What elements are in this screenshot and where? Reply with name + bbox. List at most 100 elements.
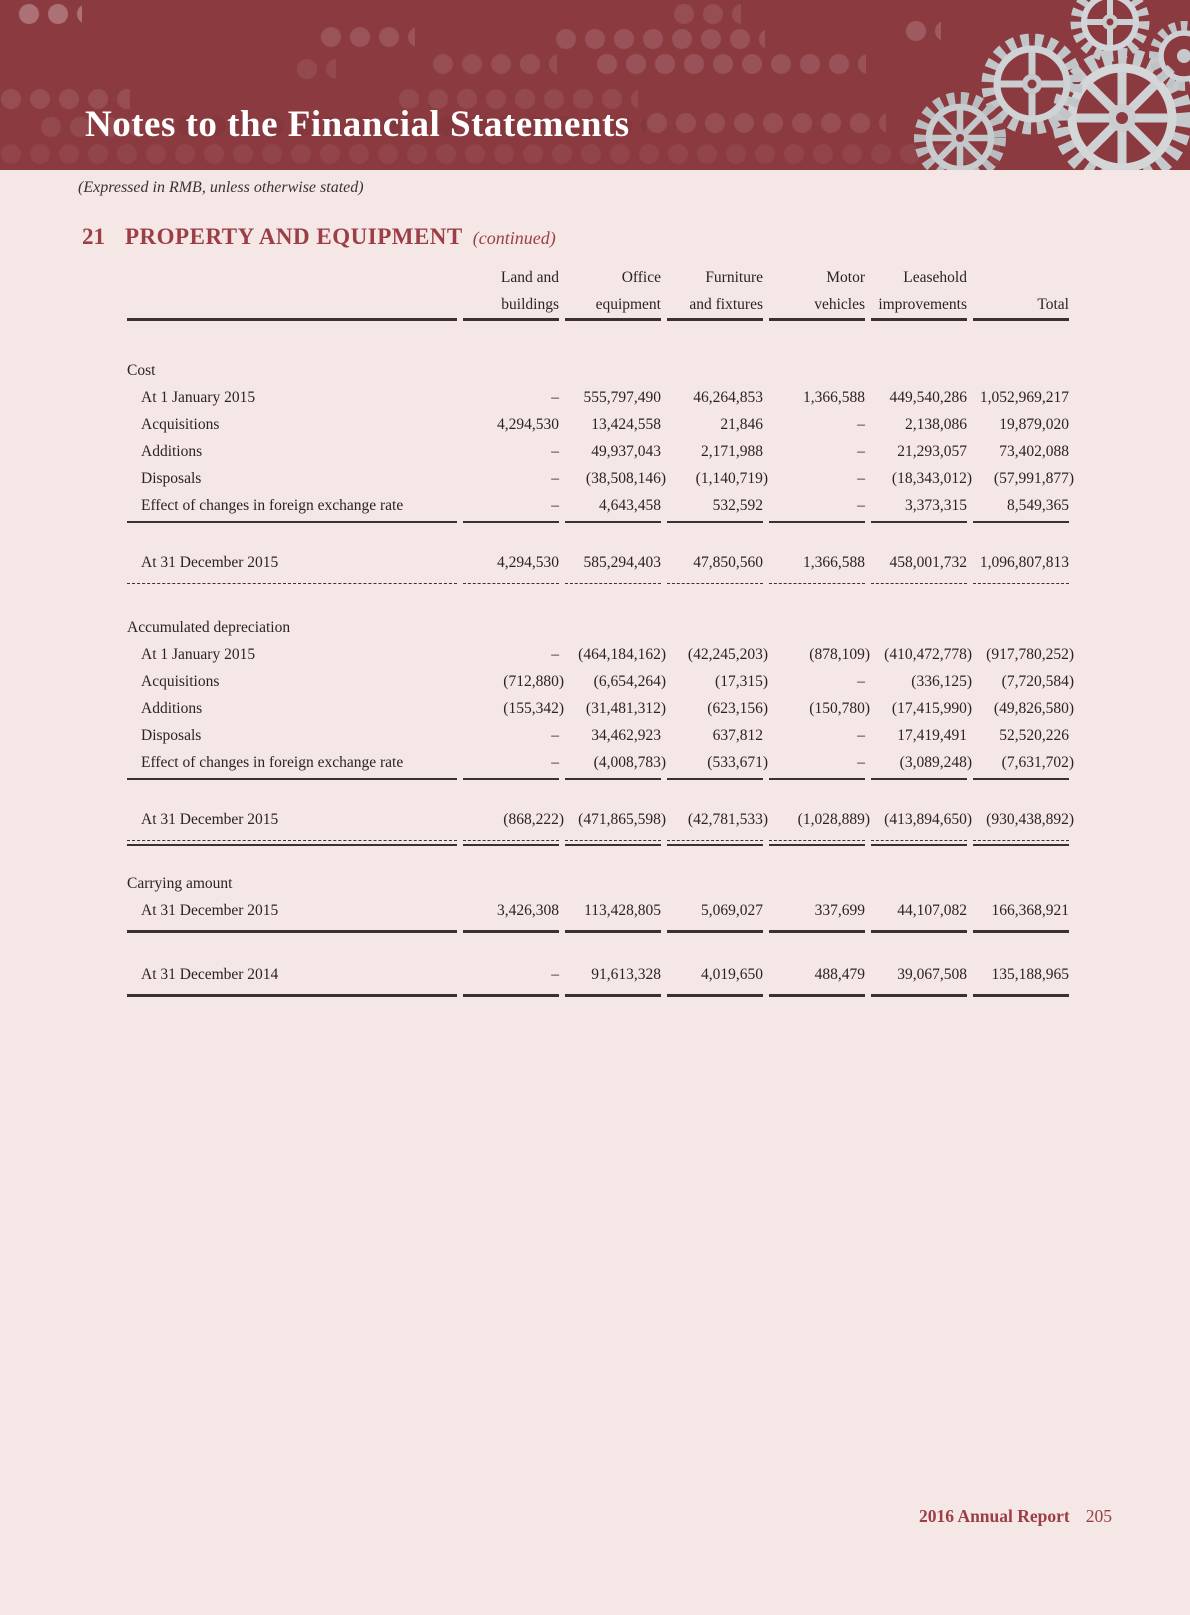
cell-value: (49,826,580) xyxy=(973,695,1074,722)
cell-value: 21,846 xyxy=(720,416,763,433)
table-row: Effect of changes in foreign exchange ra… xyxy=(127,749,1074,780)
spacer-cell xyxy=(127,933,1069,961)
negative-value: (42,781,533) xyxy=(687,811,768,828)
cell-value: (42,781,533) xyxy=(667,806,768,841)
cell-value xyxy=(667,870,763,897)
cell-value: 637,812 xyxy=(712,727,763,744)
rule-cell xyxy=(127,841,457,846)
cell-value: (57,991,877) xyxy=(973,465,1074,492)
section-label: Cost xyxy=(127,362,156,379)
section-title: PROPERTY AND EQUIPMENT xyxy=(125,224,463,249)
cell-value: 532,592 xyxy=(667,492,763,523)
column-header: Office equipment xyxy=(565,264,661,321)
negative-value: (533,671) xyxy=(707,754,768,771)
cell-value xyxy=(565,614,661,641)
row-label: Additions xyxy=(141,443,203,460)
cell-value: (17,415,990) xyxy=(871,695,972,722)
cell-value: 3,373,315 xyxy=(871,492,967,523)
cell-value: 2,171,988 xyxy=(701,443,763,460)
cell-value: 13,424,558 xyxy=(591,416,661,433)
section-number: 21 xyxy=(82,224,105,249)
cell-value: 3,426,308 xyxy=(463,897,559,933)
cell-value xyxy=(871,870,967,897)
column-header-line2: and fixtures xyxy=(689,296,763,313)
spacer-cell xyxy=(127,780,1069,806)
cell-value: 1,366,588 xyxy=(803,389,865,406)
cell-value: – xyxy=(857,416,865,433)
spacer-row xyxy=(127,846,1069,870)
cell-value: 17,419,491 xyxy=(897,727,967,744)
section-label: Carrying amount xyxy=(127,875,233,892)
spacer-cell xyxy=(127,846,1069,870)
spacer-cell xyxy=(127,321,1069,357)
cell-value: (17,315) xyxy=(667,668,768,695)
row-label: Disposals xyxy=(141,470,202,487)
table-row: At 31 December 2015 (868,222) (471,865,598… xyxy=(127,806,1074,841)
negative-value: (38,508,146) xyxy=(585,470,666,487)
currency-note: (Expressed in RMB, unless otherwise stat… xyxy=(78,179,364,196)
column-header-line2: buildings xyxy=(501,296,559,313)
cell-value xyxy=(973,614,1069,641)
negative-value: (18,343,012) xyxy=(891,470,972,487)
table-row: Effect of changes in foreign exchange ra… xyxy=(127,492,1069,523)
table-body: Cost At 1 January 2015 – 555,797,490 46,264,… xyxy=(127,321,1074,997)
section-label: Accumulated depreciation xyxy=(127,619,291,636)
negative-value: (712,880) xyxy=(503,673,564,690)
spacer-cell xyxy=(127,523,1069,549)
cell-value: – xyxy=(857,470,865,487)
cell-value: (336,125) xyxy=(871,668,972,695)
cell-value: 4,294,530 xyxy=(463,549,559,584)
cell-value: (464,184,162) xyxy=(565,641,666,668)
cell-value: 19,879,020 xyxy=(999,416,1069,433)
cell-value: (1,140,719) xyxy=(667,465,768,492)
cell-value: 49,937,043 xyxy=(591,443,661,460)
row-label: Effect of changes in foreign exchange ra… xyxy=(127,492,457,523)
cell-value xyxy=(973,357,1069,384)
cell-value: (7,720,584) xyxy=(973,668,1074,695)
cell-value: – xyxy=(551,727,559,744)
cell-value: – xyxy=(551,443,559,460)
page-banner: Notes to the Financial Statements xyxy=(0,0,1190,170)
spacer-row xyxy=(127,523,1069,549)
table-row: At 1 January 2015 – 555,797,490 46,264,853 1… xyxy=(127,384,1069,411)
cell-value xyxy=(769,357,865,384)
negative-value: (336,125) xyxy=(911,673,972,690)
column-header-line2: Total xyxy=(1037,296,1069,313)
rule-cell xyxy=(769,841,865,846)
row-label: At 31 December 2015 xyxy=(127,806,457,841)
negative-value: (6,654,264) xyxy=(593,673,666,690)
cell-value: (410,472,778) xyxy=(871,641,972,668)
cell-value: 337,699 xyxy=(769,897,865,933)
cell-value: 2,138,086 xyxy=(905,416,967,433)
cell-value: (413,894,650) xyxy=(871,806,972,841)
column-header-line2: equipment xyxy=(595,296,661,313)
cell-value: 4,294,530 xyxy=(497,416,559,433)
negative-value: (1,140,719) xyxy=(695,470,768,487)
row-label: At 1 January 2015 xyxy=(141,646,256,663)
table-row: Disposals – (38,508,146) (1,140,719) – (18,34… xyxy=(127,465,1074,492)
cell-value: 5,069,027 xyxy=(667,897,763,933)
row-label: Acquisitions xyxy=(141,416,220,433)
cell-value xyxy=(769,870,865,897)
negative-value: (31,481,312) xyxy=(585,700,666,717)
table-row: Additions (155,342) (31,481,312) (623,156) (… xyxy=(127,695,1074,722)
page-footer: 2016 Annual Report 205 xyxy=(919,1506,1112,1527)
cell-value xyxy=(871,614,967,641)
negative-value: (413,894,650) xyxy=(884,811,972,828)
row-label: At 31 December 2015 xyxy=(127,897,457,933)
spacer-row xyxy=(127,780,1069,806)
negative-value: (917,780,252) xyxy=(986,646,1074,663)
rule-cell xyxy=(973,841,1069,846)
cell-value: 449,540,286 xyxy=(889,389,968,406)
cell-value: (155,342) xyxy=(463,695,564,722)
negative-value: (1,028,889) xyxy=(797,811,870,828)
column-header-line1: Land and xyxy=(500,269,559,286)
cell-value: (42,245,203) xyxy=(667,641,768,668)
cell-value: 585,294,403 xyxy=(565,549,661,584)
cell-value: (623,156) xyxy=(667,695,768,722)
cell-value: (4,008,783) xyxy=(565,749,666,780)
cell-value: – xyxy=(463,492,559,523)
negative-value: (17,415,990) xyxy=(891,700,972,717)
row-label: At 1 January 2015 xyxy=(141,389,256,406)
cell-value: (31,481,312) xyxy=(565,695,666,722)
